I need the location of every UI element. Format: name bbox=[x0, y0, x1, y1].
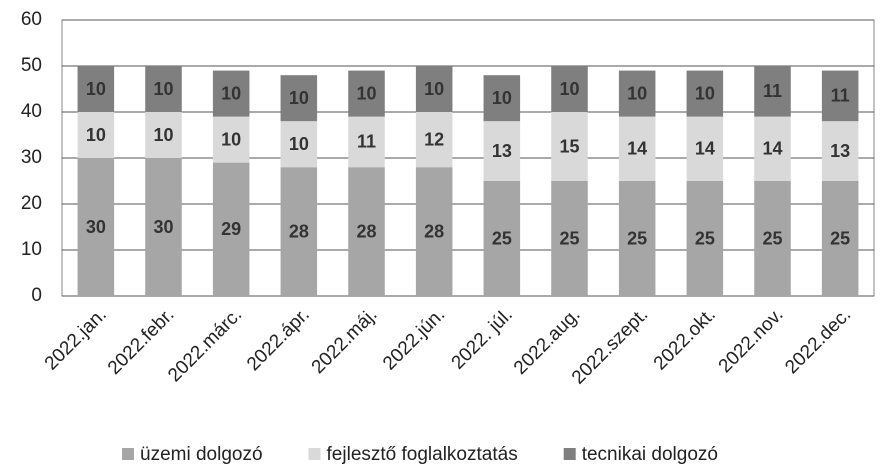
data-label: 25 bbox=[695, 228, 715, 248]
data-label: 30 bbox=[86, 217, 106, 237]
data-label: 10 bbox=[356, 83, 376, 103]
bar-segment bbox=[415, 167, 453, 296]
y-tick-label: 10 bbox=[21, 239, 42, 260]
bar-segment bbox=[77, 158, 115, 296]
bar-segment bbox=[77, 66, 115, 112]
bar-segment bbox=[618, 116, 656, 181]
data-label: 25 bbox=[762, 228, 782, 248]
bar-segment bbox=[821, 181, 859, 296]
data-label: 25 bbox=[492, 228, 512, 248]
bar-segment bbox=[551, 181, 588, 296]
bar-segment bbox=[754, 181, 791, 296]
data-label: 13 bbox=[830, 141, 850, 161]
data-label: 11 bbox=[831, 86, 850, 106]
data-label: 10 bbox=[492, 88, 512, 108]
x-tick-label: 2022.ápr. bbox=[243, 304, 314, 375]
bar-segment bbox=[483, 181, 521, 296]
y-tick-label: 40 bbox=[21, 101, 42, 122]
x-tick-label: 2022. júl. bbox=[448, 304, 517, 373]
y-tick-label: 50 bbox=[21, 55, 42, 76]
data-label: 14 bbox=[695, 139, 715, 159]
bar-segment bbox=[686, 70, 724, 117]
bar-segment bbox=[280, 75, 318, 122]
data-label: 25 bbox=[559, 228, 579, 248]
bar-segment bbox=[348, 116, 385, 168]
bar-segment bbox=[618, 181, 656, 296]
data-label: 14 bbox=[762, 139, 782, 159]
bar-segment bbox=[348, 167, 385, 296]
data-label: 10 bbox=[627, 83, 647, 103]
data-label: 10 bbox=[695, 83, 715, 103]
legend-swatch bbox=[563, 448, 576, 460]
bar-segment bbox=[77, 112, 115, 158]
data-label: 13 bbox=[492, 141, 512, 161]
bar-segment bbox=[754, 66, 791, 117]
data-label: 10 bbox=[221, 83, 241, 103]
data-label: 15 bbox=[559, 136, 579, 156]
data-label: 28 bbox=[289, 221, 309, 241]
legend-label: tecnikai dolgozó bbox=[582, 444, 718, 465]
bar-segment bbox=[618, 70, 656, 117]
bar-segment bbox=[145, 112, 182, 158]
data-label: 12 bbox=[424, 129, 444, 149]
data-label: 28 bbox=[424, 221, 444, 241]
bar-segment bbox=[483, 75, 521, 122]
data-label: 30 bbox=[153, 217, 173, 237]
x-tick-label: 2022.nov. bbox=[715, 304, 788, 377]
data-label: 10 bbox=[221, 129, 241, 149]
x-tick-label: 2022.jún. bbox=[379, 304, 449, 374]
data-label: 10 bbox=[86, 125, 106, 145]
data-label: 29 bbox=[221, 219, 241, 239]
x-tick-label: 2022.márc. bbox=[164, 304, 246, 386]
data-label: 10 bbox=[153, 79, 173, 99]
legend-label: üzemi dolgozó bbox=[140, 444, 263, 465]
bar-segment bbox=[551, 112, 588, 181]
bar-segment bbox=[821, 70, 859, 122]
data-label: 10 bbox=[424, 79, 444, 99]
data-label: 10 bbox=[86, 79, 106, 99]
data-label: 10 bbox=[559, 79, 579, 99]
x-tick-label: 2022.okt. bbox=[650, 304, 720, 374]
data-label: 11 bbox=[763, 81, 782, 101]
bar-segment bbox=[686, 181, 724, 296]
bar-segment bbox=[754, 116, 791, 181]
bar-segment bbox=[483, 121, 521, 181]
y-tick-label: 30 bbox=[21, 147, 42, 168]
bar-segment bbox=[686, 116, 724, 181]
data-label: 28 bbox=[356, 221, 376, 241]
data-label: 25 bbox=[830, 228, 850, 248]
bar-segment bbox=[145, 158, 182, 296]
bar-segment bbox=[280, 167, 318, 296]
y-tick-label: 60 bbox=[21, 9, 42, 30]
bar-segment bbox=[551, 66, 588, 112]
bar-segment bbox=[212, 70, 250, 117]
data-label: 10 bbox=[289, 134, 309, 154]
y-tick-label: 0 bbox=[31, 285, 42, 306]
data-label: 10 bbox=[153, 125, 173, 145]
bar-segment bbox=[821, 121, 859, 181]
bar-segment bbox=[415, 112, 453, 168]
legend-swatch bbox=[122, 448, 134, 460]
x-tick-label: 2022.máj. bbox=[308, 304, 382, 378]
bar-segment bbox=[415, 66, 453, 112]
x-tick-label: 2022.dec. bbox=[781, 304, 855, 378]
x-tick-label: 2022.jan. bbox=[41, 304, 111, 374]
bar-segment bbox=[280, 121, 318, 168]
data-label: 11 bbox=[357, 132, 376, 152]
data-label: 14 bbox=[627, 139, 647, 159]
legend-label: fejlesztő foglalkoztatás bbox=[327, 444, 518, 465]
bar-segment bbox=[212, 162, 250, 296]
bar-segment bbox=[145, 66, 182, 112]
data-label: 10 bbox=[289, 88, 309, 108]
y-tick-label: 20 bbox=[21, 193, 42, 214]
bar-segment bbox=[212, 116, 250, 163]
bar-segment bbox=[348, 70, 385, 117]
legend-swatch bbox=[308, 448, 321, 460]
data-label: 25 bbox=[627, 228, 647, 248]
